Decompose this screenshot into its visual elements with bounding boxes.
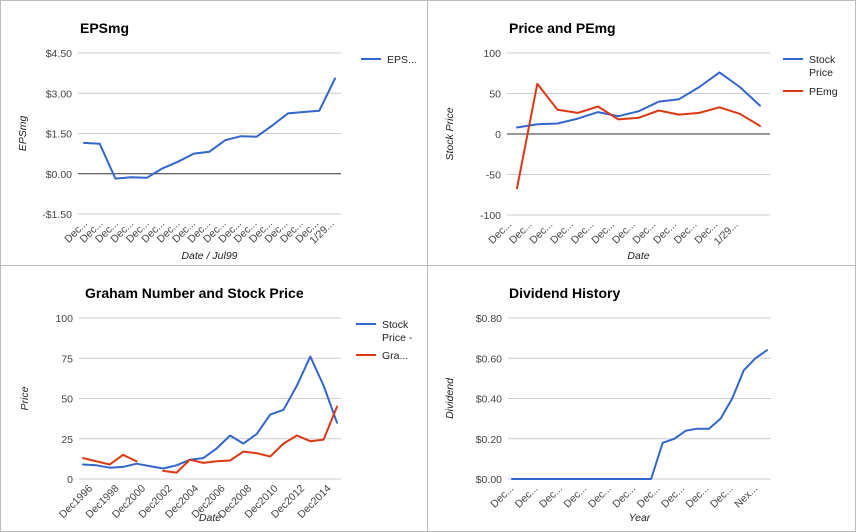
x-tick-label: Dec... bbox=[488, 483, 516, 511]
x-tick-label: Dec... bbox=[708, 483, 736, 511]
y-axis-title: Stock Price bbox=[444, 107, 456, 160]
chart-title: Graham Number and Stock Price bbox=[85, 285, 304, 301]
y-tick-label: 50 bbox=[489, 89, 501, 101]
chart-title: Price and PEmg bbox=[509, 20, 616, 36]
x-tick-label: Nex... bbox=[732, 483, 760, 511]
x-tick-label: Dec... bbox=[561, 483, 589, 511]
y-tick-label: $0.80 bbox=[476, 313, 502, 325]
x-tick-label: Dec... bbox=[537, 483, 565, 511]
series-line-1 bbox=[83, 77, 336, 180]
y-tick-label: $3.00 bbox=[46, 88, 72, 100]
price-pe-chart: Price and PEmg 100 50 0 -50 -100 Stock Price Da… bbox=[444, 20, 838, 262]
y-tick-label: $0.60 bbox=[476, 353, 502, 365]
y-axis-title: Dividend bbox=[444, 377, 456, 419]
y-axis-title: Price bbox=[19, 386, 31, 410]
series-line-1 bbox=[82, 355, 338, 470]
y-tick-label: $0.40 bbox=[476, 394, 502, 406]
eps-chart-panel: EPSmg $4.50 $3.00 $1.50 $0.00 -$1.50 EPSmg Date… bbox=[0, 0, 428, 266]
x-tick-label: Dec... bbox=[683, 483, 711, 511]
x-tick-label: Dec... bbox=[635, 483, 663, 511]
x-tick-label: Dec... bbox=[586, 483, 614, 511]
legend-label: Stock Price bbox=[809, 54, 836, 79]
graham-chart-panel: Graham Number and Stock Price 100 75 50 25 0 P… bbox=[0, 265, 428, 532]
legend-label: Stock Price - bbox=[382, 319, 413, 344]
y-tick-label: $1.50 bbox=[46, 129, 72, 141]
legend-label: Gra... bbox=[382, 350, 408, 362]
y-tick-label: -50 bbox=[486, 170, 501, 182]
y-tick-label: 50 bbox=[61, 394, 73, 406]
chart-title: Dividend History bbox=[509, 285, 620, 301]
y-tick-label: -100 bbox=[480, 210, 501, 222]
y-tick-label: -$1.50 bbox=[42, 209, 72, 221]
y-tick-label: 100 bbox=[55, 313, 73, 325]
price-pe-chart-panel: Price and PEmg 100 50 0 -50 -100 Stock Price Da… bbox=[427, 0, 856, 266]
y-tick-label: $0.00 bbox=[476, 474, 502, 486]
series-line-1 bbox=[511, 349, 768, 480]
legend-label: PEmg bbox=[809, 86, 838, 98]
dividend-chart: Dividend History $0.80 $0.60 $0.40 $0.20 $0.0… bbox=[444, 285, 771, 524]
eps-chart: EPSmg $4.50 $3.00 $1.50 $0.00 -$1.50 EPSmg Date… bbox=[17, 20, 417, 262]
x-axis-title: Date / Jul99 bbox=[181, 250, 237, 262]
x-tick-label: Dec... bbox=[610, 483, 638, 511]
series-line-2 bbox=[82, 405, 338, 474]
x-tick-label: Dec... bbox=[659, 483, 687, 511]
series-line-2 bbox=[516, 82, 761, 190]
y-tick-label: 100 bbox=[483, 48, 501, 60]
y-tick-label: 25 bbox=[61, 434, 73, 446]
x-axis-title: Date bbox=[199, 512, 221, 524]
graham-chart: Graham Number and Stock Price 100 75 50 25 0 P… bbox=[19, 285, 413, 524]
x-axis-title: Date bbox=[627, 250, 649, 262]
y-tick-label: $4.50 bbox=[46, 48, 72, 60]
y-tick-label: 0 bbox=[67, 474, 73, 486]
series-line-1 bbox=[516, 71, 761, 129]
y-tick-label: $0.20 bbox=[476, 434, 502, 446]
dividend-chart-panel: Dividend History $0.80 $0.60 $0.40 $0.20 $0.0… bbox=[427, 265, 856, 532]
y-tick-label: 0 bbox=[495, 129, 501, 141]
x-axis-title: Year bbox=[629, 512, 651, 524]
chart-title: EPSmg bbox=[80, 20, 129, 36]
x-tick-label: Dec... bbox=[513, 483, 541, 511]
y-tick-label: $0.00 bbox=[46, 169, 72, 181]
y-axis-title: EPSmg bbox=[17, 116, 29, 152]
legend-label: EPS... bbox=[387, 54, 417, 66]
y-tick-label: 75 bbox=[61, 353, 73, 365]
